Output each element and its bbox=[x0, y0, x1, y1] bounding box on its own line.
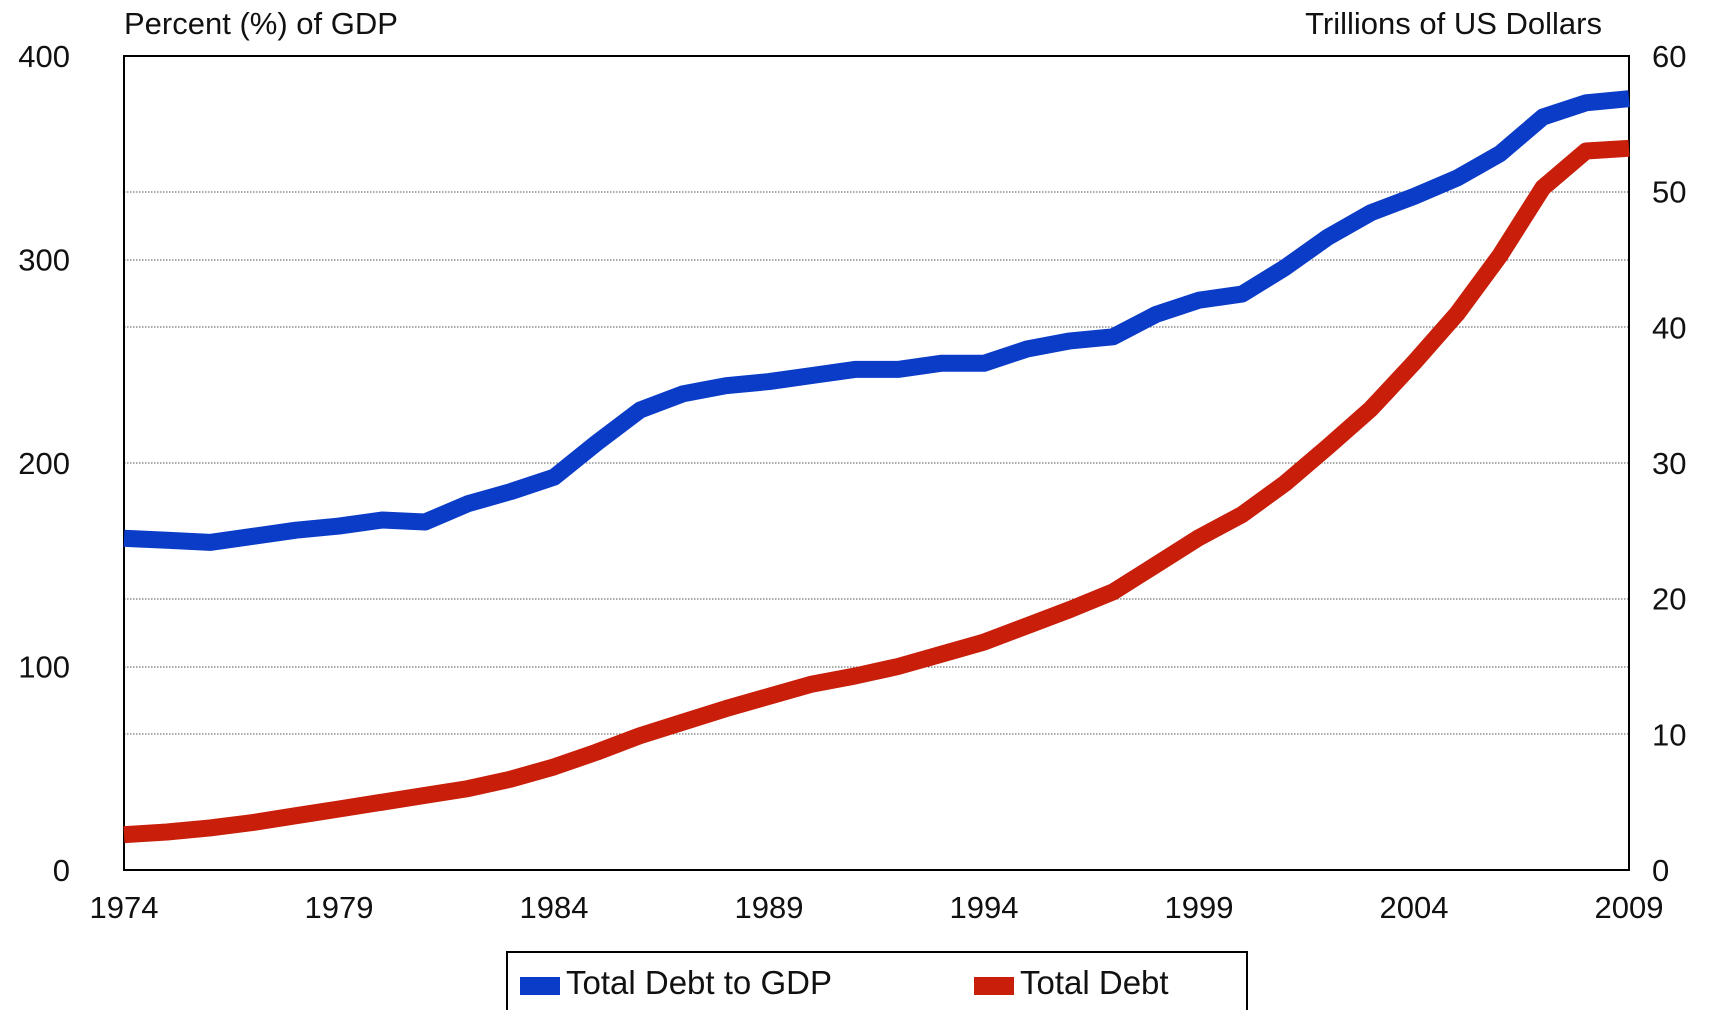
x-tick-label: 1999 bbox=[1165, 890, 1234, 925]
legend-label-total-debt: Total Debt bbox=[1020, 964, 1169, 1001]
y-left-tick-label: 300 bbox=[18, 243, 70, 278]
x-tick-label: 1994 bbox=[950, 890, 1019, 925]
x-tick-label: 1989 bbox=[735, 890, 804, 925]
legend: Total Debt to GDP Total Debt bbox=[506, 951, 1248, 1010]
legend-label-total-debt-to-gdp: Total Debt to GDP bbox=[566, 964, 832, 1001]
y-left-tick-label: 0 bbox=[53, 853, 70, 888]
y-right-tick-label: 10 bbox=[1652, 717, 1686, 752]
y-left-tick-label: 100 bbox=[18, 650, 70, 685]
y-right-tick-label: 0 bbox=[1652, 853, 1669, 888]
x-tick-label: 1979 bbox=[305, 890, 374, 925]
x-tick-label: 2009 bbox=[1595, 890, 1664, 925]
legend-swatch-total-debt-to-gdp bbox=[520, 977, 560, 995]
x-tick-label: 2004 bbox=[1380, 890, 1449, 925]
series-lines bbox=[123, 90, 1630, 844]
series-line-total-debt bbox=[123, 139, 1630, 844]
y-left-tick-label: 200 bbox=[18, 446, 70, 481]
y-right-tick-label: 50 bbox=[1652, 175, 1686, 210]
y-right-tick-label: 30 bbox=[1652, 446, 1686, 481]
legend-box bbox=[506, 951, 1248, 1010]
y-left-tick-label: 400 bbox=[18, 39, 70, 74]
x-tick-label: 1974 bbox=[90, 890, 159, 925]
axes: Percent (%) of GDP Trillions of US Dolla… bbox=[18, 6, 1686, 925]
x-tick-label: 1984 bbox=[520, 890, 589, 925]
series-line-total-debt-to-gdp bbox=[123, 90, 1630, 551]
y-right-axis-title: Trillions of US Dollars bbox=[1305, 6, 1602, 41]
y-right-tick-label: 40 bbox=[1652, 310, 1686, 345]
plot-area-frame bbox=[123, 55, 1630, 871]
y-right-tick-label: 20 bbox=[1652, 582, 1686, 617]
legend-swatch-total-debt bbox=[974, 977, 1014, 995]
y-left-axis-title: Percent (%) of GDP bbox=[124, 6, 398, 41]
y-right-tick-label: 60 bbox=[1652, 39, 1686, 74]
gridlines bbox=[124, 191, 1629, 735]
